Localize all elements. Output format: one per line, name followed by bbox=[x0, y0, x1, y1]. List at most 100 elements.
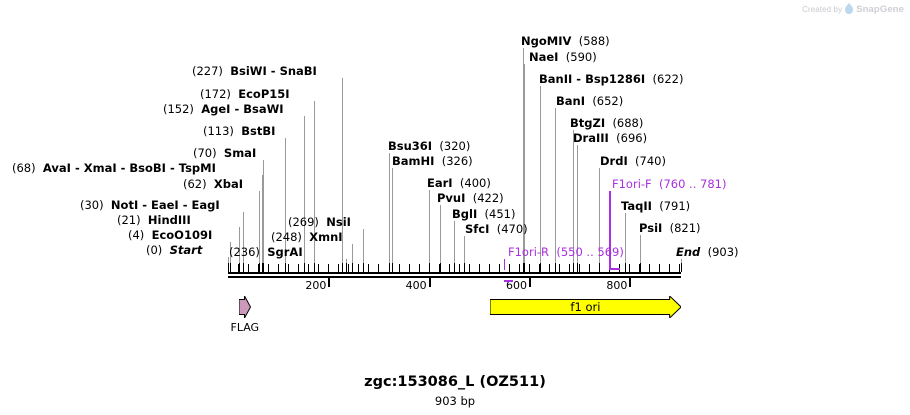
ruler-minor-tick bbox=[649, 264, 651, 272]
enzyme-name: SmaI bbox=[223, 146, 257, 160]
enzyme-name: Bsu36I bbox=[388, 139, 433, 153]
enzyme-tick bbox=[573, 263, 575, 272]
enzyme-tick bbox=[681, 263, 682, 272]
enzyme-tick bbox=[577, 263, 579, 272]
enzyme-tick bbox=[230, 263, 231, 272]
enzyme-label: BamHI (326) bbox=[392, 155, 473, 168]
enzyme-label: NaeI (590) bbox=[529, 51, 597, 64]
ruler-minor-tick bbox=[669, 264, 671, 272]
enzyme-tick bbox=[523, 263, 525, 272]
enzyme-leader-line bbox=[454, 221, 456, 263]
enzyme-position: (400) bbox=[459, 176, 491, 190]
primer-label: F1ori-F (760 .. 781) bbox=[612, 178, 726, 191]
enzyme-tick bbox=[262, 263, 264, 272]
enzyme-position: (236) bbox=[229, 245, 260, 259]
enzyme-tick bbox=[304, 263, 306, 272]
enzyme-position: (622) bbox=[652, 72, 684, 86]
enzyme-label: (269) NsiI bbox=[288, 216, 351, 229]
enzyme-position: (62) bbox=[183, 177, 207, 191]
enzyme-leader-line bbox=[639, 235, 641, 263]
feature-f1-ori bbox=[489, 294, 682, 320]
enzyme-position: (590) bbox=[565, 50, 597, 64]
enzyme-name-separator: - bbox=[230, 102, 244, 116]
enzyme-leader-line bbox=[577, 145, 579, 263]
ruler-minor-tick bbox=[368, 264, 370, 272]
enzyme-label: (62) XbaI bbox=[183, 178, 243, 191]
enzyme-leader-line bbox=[681, 259, 682, 263]
enzyme-leader-line bbox=[304, 116, 306, 263]
enzyme-position: (903) bbox=[707, 245, 739, 259]
enzyme-position: (227) bbox=[192, 64, 223, 78]
enzyme-label: (21) HindIII bbox=[117, 214, 191, 227]
backbone-top-rule bbox=[228, 272, 681, 274]
enzyme-leader-line bbox=[362, 229, 364, 263]
enzyme-label: Bsu36I (320) bbox=[388, 140, 470, 153]
enzyme-label: TaqII (791) bbox=[621, 200, 690, 213]
enzyme-position: (30) bbox=[80, 198, 104, 212]
enzyme-tick bbox=[263, 263, 265, 272]
enzyme-name: BstBI bbox=[241, 124, 276, 138]
enzyme-leader-line bbox=[439, 205, 441, 263]
ruler-label: 800 bbox=[606, 279, 628, 292]
enzyme-position: (68) bbox=[12, 161, 36, 175]
enzyme-name: PvuI bbox=[437, 191, 466, 205]
enzyme-name: AvaI bbox=[42, 161, 71, 175]
ruler-minor-tick bbox=[518, 264, 520, 272]
enzyme-name: SnaBI bbox=[279, 64, 317, 78]
enzyme-position: (4) bbox=[128, 228, 145, 242]
enzyme-name: TaqII bbox=[621, 199, 652, 213]
enzyme-label: End (903) bbox=[676, 246, 739, 259]
enzyme-label: EarI (400) bbox=[427, 177, 491, 190]
primer-range: (550 .. 569) bbox=[556, 245, 624, 259]
enzyme-name-separator: - bbox=[178, 198, 192, 212]
enzyme-name: HindIII bbox=[147, 213, 191, 227]
ruler-minor-tick bbox=[408, 264, 410, 272]
enzyme-name: BanII bbox=[539, 72, 573, 86]
enzyme-tick bbox=[314, 263, 316, 272]
enzyme-leader-line bbox=[341, 78, 343, 263]
enzyme-name: NsiI bbox=[326, 215, 351, 229]
enzyme-name: BglI bbox=[452, 207, 478, 221]
enzyme-leader-line bbox=[540, 86, 542, 263]
enzyme-tick bbox=[352, 263, 354, 272]
primer-range: (760 .. 781) bbox=[658, 177, 727, 191]
ruler-minor-tick bbox=[268, 264, 270, 272]
ruler-minor-tick bbox=[539, 264, 541, 272]
ruler-major-tick bbox=[528, 278, 531, 287]
enzyme-leader-line bbox=[230, 242, 231, 263]
enzyme-name: DrdI bbox=[600, 154, 628, 168]
enzyme-name: End bbox=[676, 245, 701, 259]
enzyme-leader-line bbox=[522, 48, 524, 263]
enzyme-tick bbox=[284, 263, 286, 272]
enzyme-label: (0) Start bbox=[146, 244, 202, 257]
enzyme-position: (470) bbox=[496, 222, 528, 236]
ruler-major-tick bbox=[328, 278, 331, 287]
enzyme-tick bbox=[624, 263, 626, 272]
ruler-minor-tick bbox=[448, 264, 450, 272]
enzyme-leader-line bbox=[346, 259, 348, 263]
snapgene-logo-icon bbox=[845, 3, 854, 14]
enzyme-name: BamHI bbox=[392, 154, 435, 168]
watermark-brand: SnapGene bbox=[856, 3, 904, 15]
enzyme-position: (70) bbox=[193, 146, 217, 160]
enzyme-leader-line bbox=[284, 138, 286, 263]
backbone-bottom-rule bbox=[228, 276, 681, 278]
enzyme-label: PvuI (422) bbox=[437, 192, 504, 205]
enzyme-label: PsiI (821) bbox=[639, 222, 701, 235]
enzyme-leader-line bbox=[352, 244, 354, 263]
ruler-minor-tick bbox=[659, 264, 661, 272]
enzyme-label: BglI (451) bbox=[452, 208, 515, 221]
enzyme-position: (821) bbox=[669, 221, 701, 235]
enzyme-name: EagI bbox=[191, 198, 220, 212]
enzyme-tick bbox=[540, 263, 542, 272]
enzyme-leader-line bbox=[314, 101, 316, 263]
ruler-minor-tick bbox=[378, 264, 380, 272]
ruler-minor-tick bbox=[488, 264, 490, 272]
ruler-minor-tick bbox=[358, 264, 360, 272]
enzyme-name-separator: - bbox=[116, 161, 130, 175]
ruler-minor-tick bbox=[478, 264, 480, 272]
primer-leader-line bbox=[503, 259, 506, 270]
enzyme-name: SfcI bbox=[465, 222, 490, 236]
ruler-minor-tick bbox=[589, 264, 591, 272]
